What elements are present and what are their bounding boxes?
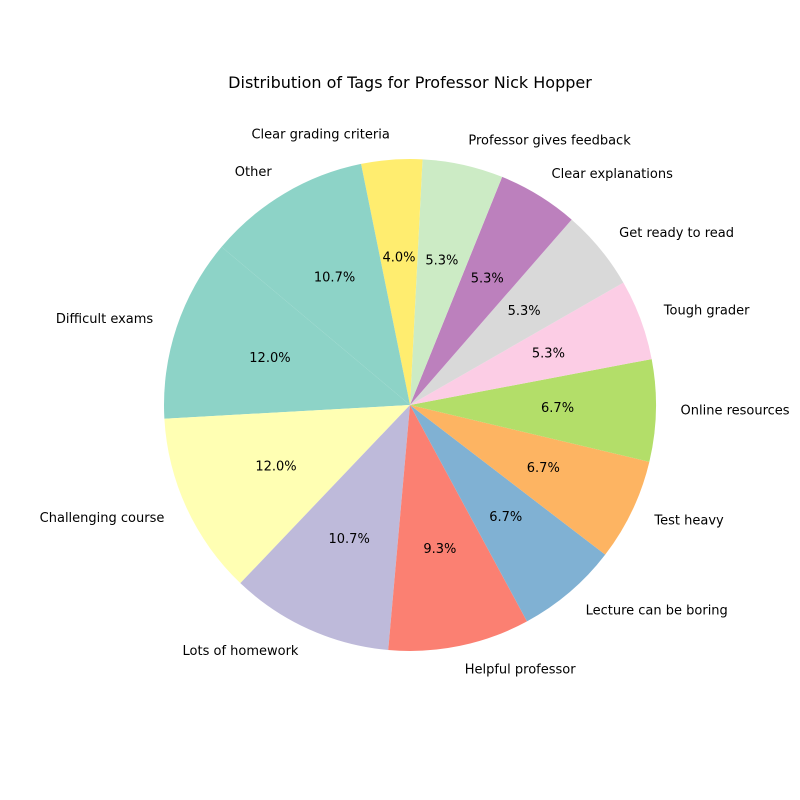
- slice-label: Online resources: [681, 404, 790, 419]
- slice-label: Tough grader: [663, 304, 750, 319]
- pie-slice: [410, 282, 652, 405]
- slice-percent-label: 6.7%: [527, 461, 560, 476]
- slice-label: Challenging course: [40, 511, 165, 526]
- slice-percent-label: 5.3%: [532, 346, 565, 361]
- slice-percent-label: 10.7%: [314, 271, 355, 286]
- slice-percent-label: 10.7%: [329, 532, 370, 547]
- slice-label: Other: [235, 165, 273, 180]
- slice-label: Clear grading criteria: [251, 128, 389, 143]
- slice-percent-label: 12.0%: [255, 459, 296, 474]
- pie-slice: [410, 405, 606, 622]
- slice-label: Lots of homework: [183, 644, 299, 659]
- slice-percent-label: 6.7%: [541, 401, 574, 416]
- pie-slice: [410, 359, 656, 462]
- slice-percent-label: 5.3%: [508, 304, 541, 319]
- pie-slice: [361, 159, 423, 405]
- pie-slice: [221, 163, 410, 405]
- slice-label: Lecture can be boring: [586, 603, 728, 618]
- slice-percent-label: 12.0%: [249, 351, 290, 366]
- pie-slice: [410, 159, 503, 405]
- pie-slice: [410, 219, 624, 405]
- slice-label: Professor gives feedback: [468, 133, 631, 148]
- pie-slice: [410, 176, 572, 405]
- pie-slice: [164, 246, 410, 419]
- slice-percent-label: 5.3%: [425, 253, 458, 268]
- pie-slices: [164, 159, 656, 651]
- pie-slice: [410, 405, 650, 555]
- slice-percent-label: 9.3%: [423, 542, 456, 557]
- slice-percent-label: 6.7%: [489, 510, 522, 525]
- pie-labels: Difficult exams 12.0% Challenging course 12…: [40, 128, 790, 678]
- slice-label: Clear explanations: [552, 167, 674, 182]
- pie-slice: [164, 405, 410, 584]
- slice-label: Helpful professor: [465, 663, 577, 678]
- chart-title: Distribution of Tags for Professor Nick …: [228, 73, 592, 92]
- slice-label: Test heavy: [653, 514, 724, 529]
- slice-label: Difficult exams: [56, 312, 154, 327]
- slice-percent-label: 4.0%: [382, 250, 415, 265]
- slice-label: Get ready to read: [619, 226, 734, 241]
- slice-percent-label: 5.3%: [471, 272, 504, 287]
- pie-slice: [240, 405, 410, 651]
- pie-slice: [388, 405, 528, 651]
